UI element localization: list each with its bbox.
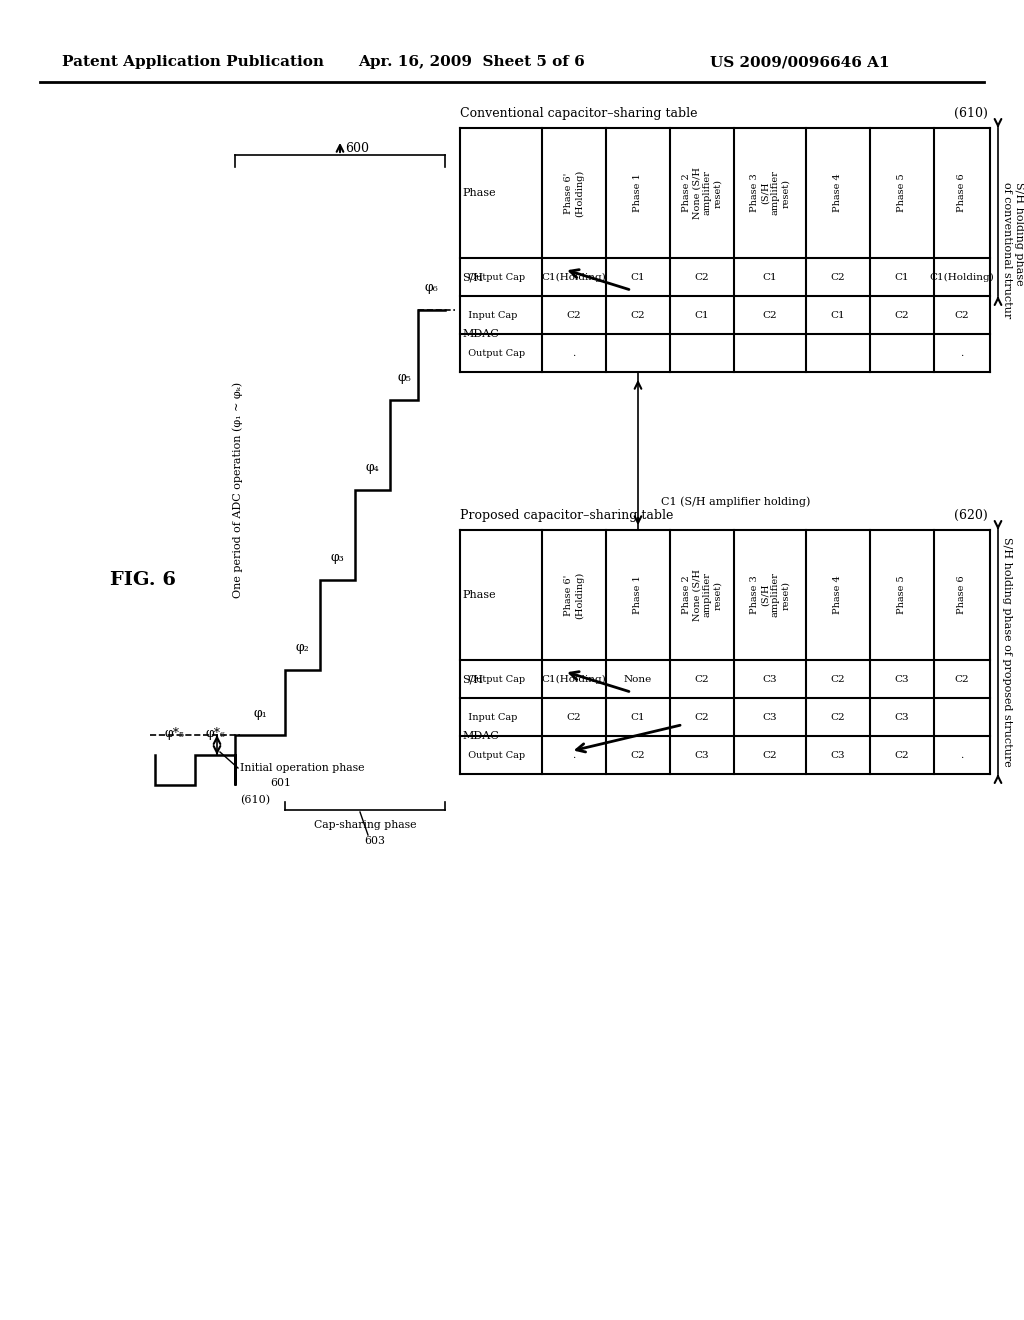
Text: C3: C3 xyxy=(830,751,846,759)
Text: S/H holding phase of proposed structure: S/H holding phase of proposed structure xyxy=(1002,537,1012,767)
Text: C2: C2 xyxy=(895,751,909,759)
Text: φ₅: φ₅ xyxy=(397,371,411,384)
Text: φ₆: φ₆ xyxy=(425,281,438,294)
Text: Phase: Phase xyxy=(462,590,496,601)
Text: (620): (620) xyxy=(954,508,988,521)
Text: φ*₆: φ*₆ xyxy=(205,726,225,739)
Text: C1 (S/H amplifier holding): C1 (S/H amplifier holding) xyxy=(662,496,811,507)
Text: Output Cap: Output Cap xyxy=(462,348,525,358)
Text: Phase 6: Phase 6 xyxy=(957,174,967,213)
Text: Phase 6: Phase 6 xyxy=(957,576,967,614)
Text: One period of ADC operation (φ₁ ~ φₖ): One period of ADC operation (φ₁ ~ φₖ) xyxy=(232,381,244,598)
Text: C2: C2 xyxy=(830,713,846,722)
Text: C1: C1 xyxy=(694,310,710,319)
Text: (610): (610) xyxy=(240,795,270,805)
Text: Phase 1: Phase 1 xyxy=(634,174,642,213)
Text: FIG. 6: FIG. 6 xyxy=(110,572,176,589)
Text: Initial operation phase: Initial operation phase xyxy=(240,763,365,774)
Text: C2: C2 xyxy=(631,310,645,319)
Text: C2: C2 xyxy=(763,751,777,759)
Text: 600: 600 xyxy=(345,141,369,154)
Text: .: . xyxy=(961,751,964,759)
Text: .: . xyxy=(572,348,575,358)
Text: C2: C2 xyxy=(830,675,846,684)
Text: C2: C2 xyxy=(566,310,582,319)
Text: Phase 6'
(Holding): Phase 6' (Holding) xyxy=(564,572,584,619)
Text: S/H: S/H xyxy=(462,675,483,684)
Text: C2: C2 xyxy=(954,310,970,319)
Text: MDAC: MDAC xyxy=(462,731,499,741)
Text: φ₃: φ₃ xyxy=(331,552,344,565)
Text: Phase 4: Phase 4 xyxy=(834,576,843,614)
Text: C2: C2 xyxy=(694,272,710,281)
Text: C3: C3 xyxy=(763,675,777,684)
Text: φ₁: φ₁ xyxy=(253,706,267,719)
Text: C2: C2 xyxy=(566,713,582,722)
Text: Phase 1: Phase 1 xyxy=(634,576,642,614)
Text: C1: C1 xyxy=(895,272,909,281)
Text: Output Cap: Output Cap xyxy=(462,675,525,684)
Text: C1: C1 xyxy=(631,713,645,722)
Text: Output Cap: Output Cap xyxy=(462,272,525,281)
Text: C1(Holding): C1(Holding) xyxy=(930,272,994,281)
Text: US 2009/0096646 A1: US 2009/0096646 A1 xyxy=(710,55,890,69)
Text: Phase 5: Phase 5 xyxy=(897,576,906,614)
Text: S/H: S/H xyxy=(462,272,483,282)
Text: C3: C3 xyxy=(763,713,777,722)
Text: C2: C2 xyxy=(830,272,846,281)
Text: S/H holding phase
of conventional structur: S/H holding phase of conventional struct… xyxy=(1002,182,1024,318)
Text: Phase 5: Phase 5 xyxy=(897,174,906,213)
Text: Cap-sharing phase: Cap-sharing phase xyxy=(313,820,416,830)
Text: C2: C2 xyxy=(763,310,777,319)
Text: Output Cap: Output Cap xyxy=(462,751,525,759)
Text: MDAC: MDAC xyxy=(462,329,499,339)
Text: Phase 4: Phase 4 xyxy=(834,174,843,213)
Text: Apr. 16, 2009  Sheet 5 of 6: Apr. 16, 2009 Sheet 5 of 6 xyxy=(358,55,585,69)
Text: Input Cap: Input Cap xyxy=(462,713,517,722)
Text: C3: C3 xyxy=(895,675,909,684)
Text: Phase 2
None (S/H
amplifier
reset): Phase 2 None (S/H amplifier reset) xyxy=(682,168,722,219)
Text: C2: C2 xyxy=(694,713,710,722)
Text: Phase 6'
(Holding): Phase 6' (Holding) xyxy=(564,169,584,216)
Text: None: None xyxy=(624,675,652,684)
Text: φ₂: φ₂ xyxy=(296,642,309,655)
Text: Proposed capacitor–sharing table: Proposed capacitor–sharing table xyxy=(460,508,674,521)
Text: C1: C1 xyxy=(830,310,846,319)
Text: .: . xyxy=(961,348,964,358)
Text: C1(Holding): C1(Holding) xyxy=(542,675,606,684)
Text: C2: C2 xyxy=(895,310,909,319)
Text: Phase 3
(S/H
amplifier
reset): Phase 3 (S/H amplifier reset) xyxy=(750,170,791,215)
Text: Input Cap: Input Cap xyxy=(462,310,517,319)
Text: C1(Holding): C1(Holding) xyxy=(542,272,606,281)
Text: Phase 3
(S/H
amplifier
reset): Phase 3 (S/H amplifier reset) xyxy=(750,573,791,618)
Text: φ₄: φ₄ xyxy=(366,462,379,474)
Text: .: . xyxy=(572,751,575,759)
Text: C1: C1 xyxy=(763,272,777,281)
Text: Phase: Phase xyxy=(462,187,496,198)
Text: C1: C1 xyxy=(631,272,645,281)
Text: Conventional capacitor–sharing table: Conventional capacitor–sharing table xyxy=(460,107,697,120)
Text: C3: C3 xyxy=(694,751,710,759)
Text: C2: C2 xyxy=(954,675,970,684)
Text: C3: C3 xyxy=(895,713,909,722)
Text: C2: C2 xyxy=(694,675,710,684)
Text: Phase 2
None (S/H
amplifier
reset): Phase 2 None (S/H amplifier reset) xyxy=(682,569,722,620)
Text: Patent Application Publication: Patent Application Publication xyxy=(62,55,324,69)
Text: φ*₅: φ*₅ xyxy=(165,726,185,739)
Text: (610): (610) xyxy=(954,107,988,120)
Text: 601: 601 xyxy=(270,777,291,788)
Text: C2: C2 xyxy=(631,751,645,759)
Text: 603: 603 xyxy=(365,836,385,846)
